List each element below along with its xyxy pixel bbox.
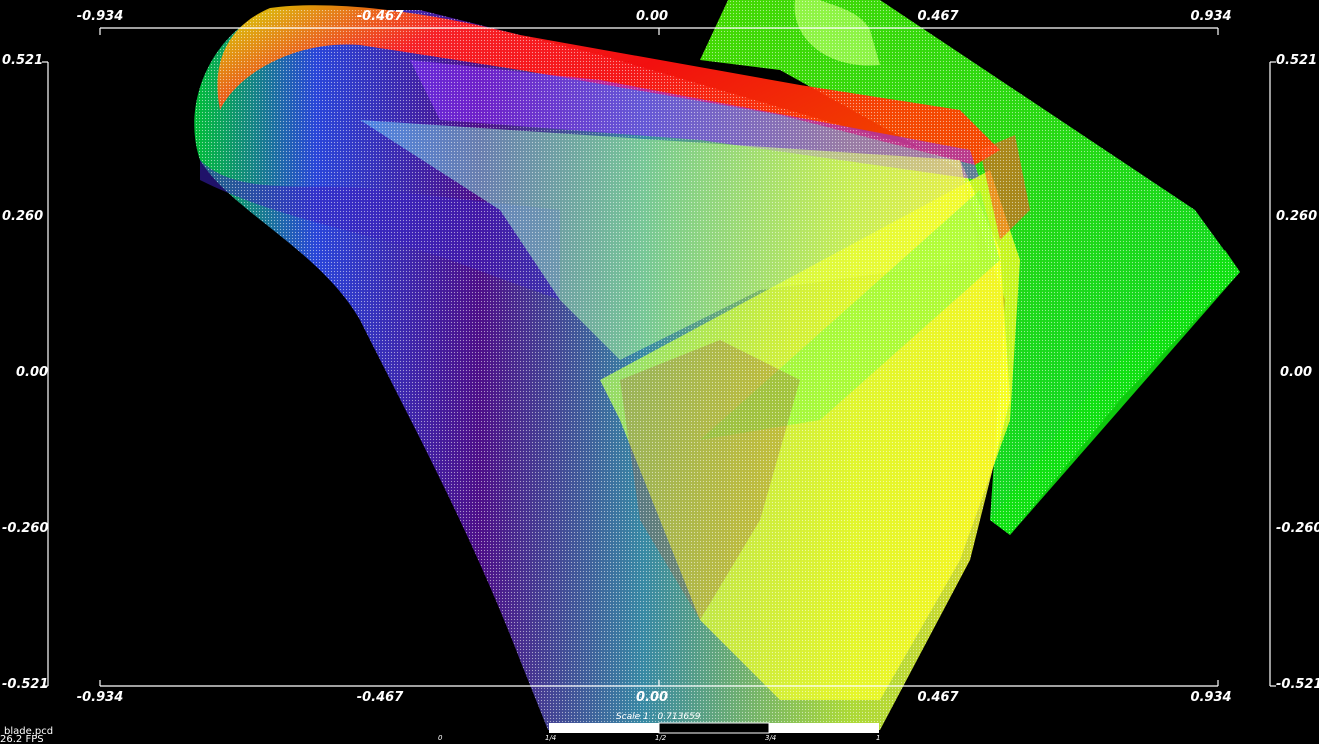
cloud-point-texture xyxy=(194,10,1010,730)
right-axis-label: -0.260 xyxy=(1276,521,1319,536)
bottom-axis-label: 0.467 xyxy=(917,690,959,705)
scale-bar-label: Scale 1 : 0.713659 xyxy=(616,712,701,722)
bottom-axis-label: -0.467 xyxy=(356,690,404,705)
scale-bar-segment-white xyxy=(549,723,659,733)
right-axis-label: 0.260 xyxy=(1276,209,1318,224)
right-axis-label: 0.521 xyxy=(1276,53,1318,68)
left-axis-label: 0.260 xyxy=(2,209,44,224)
scale-bar-segment-black xyxy=(658,722,770,734)
scale-bar-tick-three-quarter: 3/4 xyxy=(765,734,777,742)
top-axis-label: -0.467 xyxy=(356,9,404,24)
fps-counter: 26.2 FPS xyxy=(0,734,44,744)
top-axis-label: 0.467 xyxy=(917,9,959,24)
bottom-axis-label: -0.934 xyxy=(76,690,124,705)
left-axis-label: 0.521 xyxy=(2,53,44,68)
scale-bar xyxy=(549,722,879,734)
left-axis-label: 0.00 xyxy=(16,365,49,380)
scale-bar-tick-zero: 0 xyxy=(438,734,443,742)
scale-bar-tick-half: 1/2 xyxy=(655,734,667,742)
file-name-label: blade.pcd xyxy=(4,726,54,737)
bottom-axis-label: 0.00 xyxy=(635,690,669,705)
top-axis-label: 0.00 xyxy=(635,9,669,24)
scale-bar-tick-quarter: 1/4 xyxy=(545,734,557,742)
top-axis-label: -0.934 xyxy=(76,9,124,24)
scale-bar-segment-white xyxy=(769,723,879,733)
bottom-axis-label: 0.934 xyxy=(1190,690,1232,705)
cloud-point-texture-green xyxy=(700,0,1240,535)
scale-bar-tick-one: 1 xyxy=(876,734,881,742)
left-axis-label: -0.521 xyxy=(2,677,49,692)
left-axis-label: -0.260 xyxy=(2,521,49,536)
right-axis-label: -0.521 xyxy=(1276,677,1319,692)
top-axis-label: 0.934 xyxy=(1190,9,1232,24)
right-axis-label: 0.00 xyxy=(1280,365,1313,380)
axis-frame xyxy=(42,27,1276,687)
